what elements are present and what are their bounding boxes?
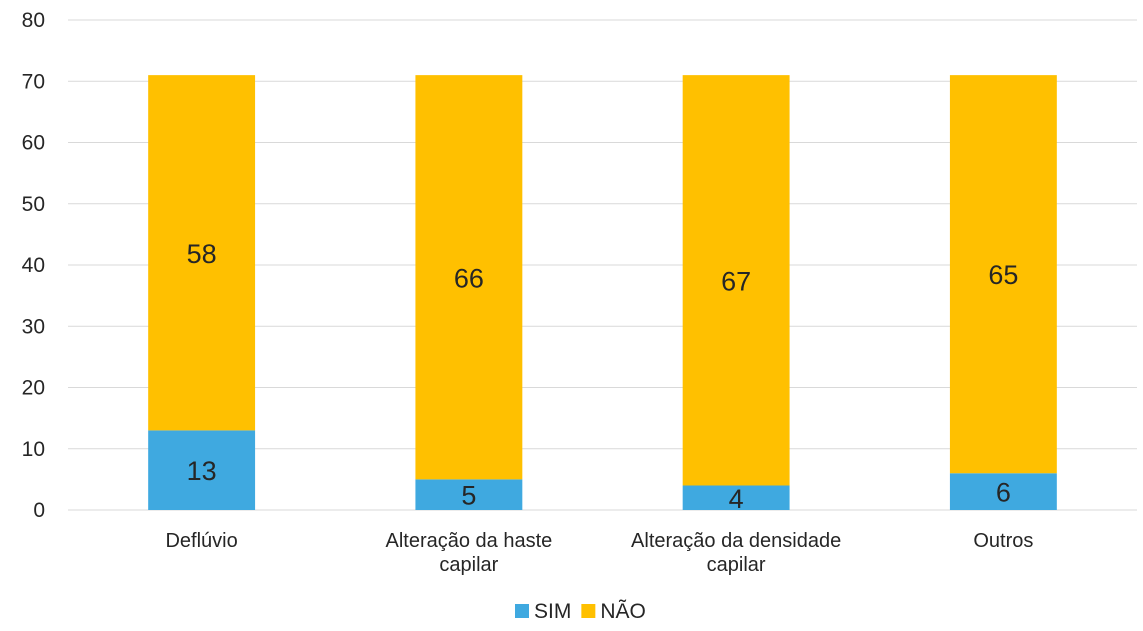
- bar-segment-sim: [682, 485, 790, 510]
- x-tick-label: Outros: [973, 530, 1033, 552]
- data-label: 13: [187, 456, 217, 486]
- y-tick-label: 0: [33, 499, 45, 522]
- bar-segment-não: [415, 75, 523, 480]
- legend-swatch-não: [581, 604, 596, 618]
- data-labels: 13 58 5 66 4 67 6 65: [187, 239, 1019, 514]
- y-tick-label: 80: [22, 9, 45, 32]
- bar-segment-não: [148, 75, 256, 431]
- x-tick-label: Alteração da haste capilar: [385, 530, 552, 576]
- y-axis-tick-labels: 0 10 20 30 40 50 60 70 80: [22, 9, 45, 522]
- y-tick-label: 20: [22, 377, 45, 400]
- data-label: 5: [461, 481, 476, 511]
- x-tick-label: Alteração da densidade capilar: [631, 530, 841, 576]
- y-tick-label: 40: [22, 254, 45, 277]
- y-tick-label: 30: [22, 315, 45, 338]
- data-label: 65: [988, 260, 1018, 290]
- legend: SIM NÃO: [515, 599, 646, 623]
- bar-segment-não: [949, 75, 1057, 474]
- legend-label: NÃO: [600, 599, 646, 623]
- x-tick-label: Deflúvio: [165, 530, 237, 552]
- data-label: 58: [187, 239, 217, 269]
- legend-swatch-sim: [515, 604, 529, 618]
- legend-label: SIM: [534, 600, 571, 623]
- data-label: 66: [454, 263, 484, 293]
- data-label: 4: [729, 484, 744, 514]
- y-tick-label: 50: [22, 193, 45, 216]
- bar-segment-sim: [148, 430, 256, 510]
- bar-segment-sim: [949, 473, 1057, 510]
- bar-segment-não: [682, 75, 790, 486]
- bars: [148, 75, 1057, 510]
- data-label: 67: [721, 266, 751, 296]
- y-tick-label: 10: [22, 438, 45, 461]
- data-label: 6: [996, 478, 1011, 508]
- y-tick-label: 60: [22, 132, 45, 155]
- x-axis-tick-labels: Deflúvio Alteração da haste capilar Alteraç…: [165, 530, 1033, 576]
- bar-segment-sim: [415, 479, 523, 510]
- y-tick-label: 70: [22, 70, 45, 93]
